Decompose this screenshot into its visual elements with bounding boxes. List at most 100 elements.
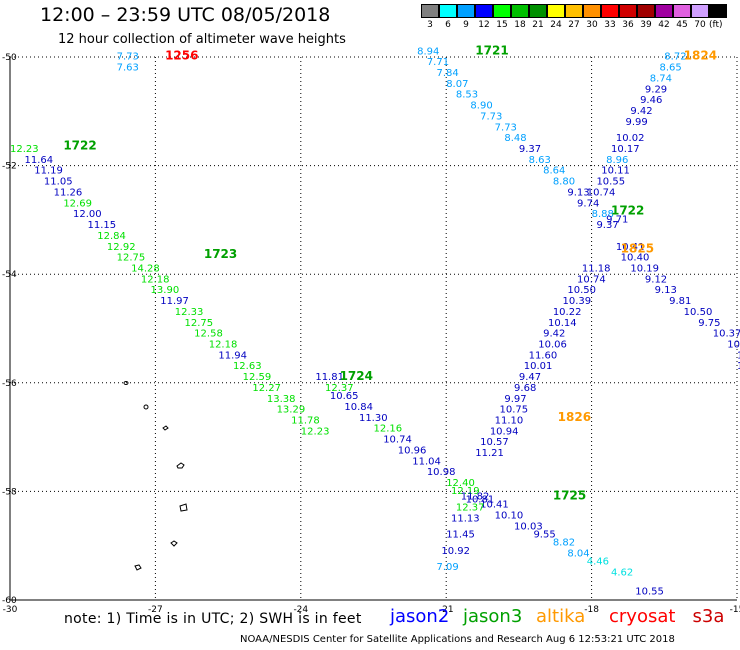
colorbar-cell: 27 [564, 4, 583, 30]
wave-height-value: 7.09 [437, 562, 459, 573]
colorbar-cell: 30 [582, 4, 601, 30]
colorbar-cell [708, 4, 727, 30]
island [134, 564, 142, 571]
pass-time-label: 1724 [340, 369, 373, 383]
wave-height-value: 11.82 [461, 492, 490, 503]
wave-height-value: 10.40 [621, 253, 650, 264]
colorbar-unit: (ft) [709, 20, 723, 30]
colorbar-label: 9 [463, 20, 469, 30]
wave-height-value: 9.13 [655, 285, 677, 296]
island [143, 404, 149, 410]
footnote: note: 1) Time is in UTC; 2) SWH is in fe… [64, 611, 362, 627]
longitude-label: -30 [3, 605, 18, 615]
island [162, 425, 169, 431]
wave-height-value: 12.18 [141, 274, 170, 285]
colorbar-swatch [546, 4, 565, 18]
wave-height-value: 9.29 [645, 84, 667, 95]
wave-height-value: 10.65 [330, 391, 359, 402]
wave-height-value: 9.97 [504, 394, 526, 405]
wave-height-value: 9.71 [606, 215, 628, 226]
wave-height-value: 10.22 [553, 307, 582, 318]
wave-height-value: 11.64 [25, 155, 54, 166]
wave-height-value: 11.78 [291, 416, 320, 427]
wave-height-value: 9.37 [519, 144, 541, 155]
map-title: 12:00 – 23:59 UTC 08/05/2018 [40, 4, 331, 26]
colorbar-cell: 12 [474, 4, 493, 30]
colorbar-label: 30 [586, 20, 598, 30]
colorbar-label: 39 [640, 20, 652, 30]
wave-height-value: 10.81 [466, 494, 495, 505]
colorbar-label: 18 [514, 20, 526, 30]
wave-height-value: 8.07 [446, 79, 468, 90]
colorbar-cell: 15 [492, 4, 511, 30]
wave-height-value: 14.28 [131, 263, 160, 274]
colorbar-cell: 24 [546, 4, 565, 30]
wave-height-value: 9.75 [698, 318, 720, 329]
wave-height-value: 13.29 [277, 405, 306, 416]
latitude-label: -54 [2, 270, 17, 280]
wave-height-value: 8.90 [470, 101, 492, 112]
colorbar-swatch [474, 4, 493, 18]
wave-height-value: 10.01 [524, 361, 553, 372]
colorbar-swatch [708, 4, 727, 18]
wave-height-value: 8.65 [659, 63, 681, 74]
latitude-label: -52 [2, 162, 17, 172]
wave-height-value: 10.03 [514, 521, 543, 532]
colorbar-cell: 36 [618, 4, 637, 30]
wave-height-value: 10.74 [587, 187, 616, 198]
wave-height-value: 12.16 [374, 424, 403, 435]
wave-height-value: 11.30 [359, 413, 388, 424]
wave-height-value: 7.84 [437, 68, 459, 79]
pass-time-label: 1256 [165, 49, 198, 63]
colorbar-cell: 9 [456, 4, 475, 30]
wave-height-value: 8.48 [504, 133, 526, 144]
colorbar-swatch [456, 4, 475, 18]
wave-height-value: 9.99 [626, 117, 648, 128]
wave-height-value: 12.37 [456, 502, 485, 513]
map-subtitle: 12 hour collection of altimeter wave hei… [58, 32, 346, 47]
wave-height-value: 7.73 [495, 122, 517, 133]
pass-time-label: 1825 [621, 241, 654, 255]
legend-cryosat: cryosat [609, 606, 676, 627]
island [179, 503, 188, 512]
wave-height-value: 10.55 [635, 587, 664, 598]
wave-height-value: 10.98 [427, 467, 456, 478]
wave-height-value: 12.27 [252, 383, 281, 394]
colorbar-label: 36 [622, 20, 634, 30]
wave-height-value: 11.26 [54, 187, 83, 198]
wave-height-value: 10.75 [500, 405, 529, 416]
wave-height-value: 12.59 [243, 372, 272, 383]
colorbar-swatch [564, 4, 583, 18]
wave-height-value: 11.19 [34, 166, 63, 177]
colorbar-swatch [420, 4, 439, 18]
wave-height-value: 10.50 [567, 285, 596, 296]
wave-height-value: 11.18 [582, 263, 611, 274]
wave-height-value: 11.21 [475, 448, 504, 459]
longitude-label: -27 [148, 605, 163, 615]
island [170, 540, 178, 547]
colorbar-swatch [636, 4, 655, 18]
wave-height-value: 8.64 [543, 166, 565, 177]
pass-time-label: 1725 [553, 489, 586, 503]
wave-height-value: 8.04 [567, 549, 589, 560]
wave-height-value: 7.63 [117, 63, 139, 74]
wave-height-value: 10.37 [713, 329, 740, 340]
colorbar-cell: 6 [438, 4, 457, 30]
wave-height-value: 11.05 [44, 177, 73, 188]
colorbar-swatch [672, 4, 691, 18]
wave-height-value: 10.57 [480, 437, 509, 448]
wave-height-value: 4.62 [611, 568, 633, 579]
legend-jason3: jason3 [463, 606, 523, 627]
colorbar-label: 33 [604, 20, 616, 30]
colorbar-label: 6 [445, 20, 451, 30]
wave-height-value: 9.47 [519, 372, 541, 383]
colorbar-label: 15 [496, 20, 508, 30]
longitude-label: -18 [584, 605, 599, 615]
pass-time-label: 1723 [204, 247, 237, 261]
wave-height-value: 10.84 [344, 402, 373, 413]
wave-height-value: 11.60 [529, 350, 558, 361]
wave-height-value: 10.41 [480, 500, 509, 511]
longitude-label: -24 [293, 605, 308, 615]
wave-height-value: 8.80 [553, 177, 575, 188]
